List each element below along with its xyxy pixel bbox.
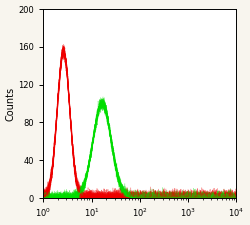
- Y-axis label: Counts: Counts: [6, 86, 16, 121]
